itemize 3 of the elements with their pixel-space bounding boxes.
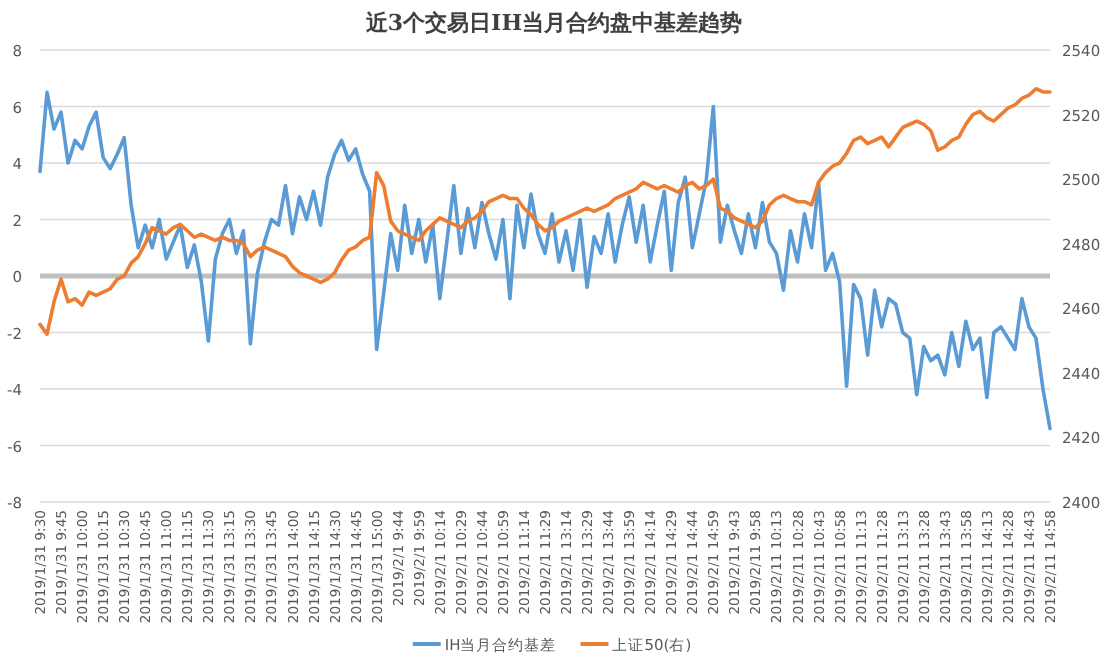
line-series xyxy=(38,86,1052,336)
chart-title: 近3个交易日IH当月合约盘中基差趋势 xyxy=(363,10,743,36)
line-series xyxy=(38,90,1052,431)
